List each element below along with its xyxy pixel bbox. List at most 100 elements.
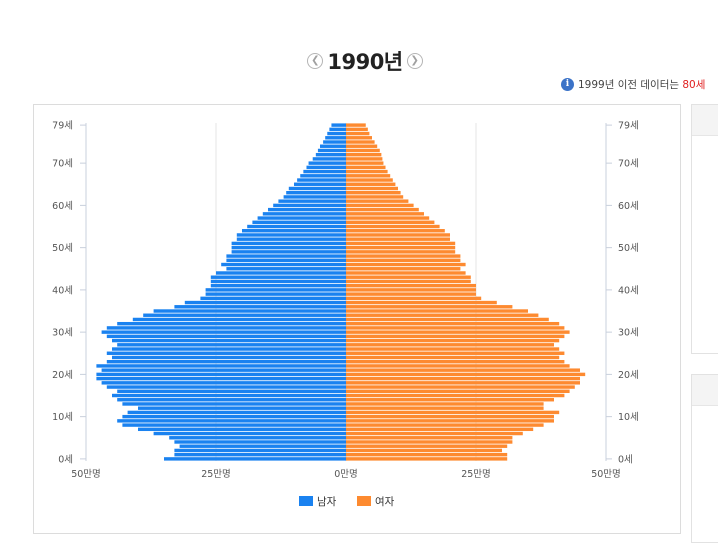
y-tick-label-left: 30세 [52,328,73,339]
bar-female-15 [346,393,565,398]
bar-male-32 [117,321,346,326]
bar-female-49 [346,250,456,254]
x-tick-label: 50만명 [591,469,621,480]
bar-female-8 [346,423,544,427]
bar-male-75 [323,140,346,144]
bar-male-78 [329,127,346,132]
bar-female-42 [346,279,471,284]
bar-female-36 [346,305,513,309]
y-tick-label-right: 10세 [618,412,639,423]
bar-female-79 [346,123,366,127]
bar-female-22 [346,364,570,368]
bar-male-53 [236,233,346,237]
bar-male-5 [169,436,346,440]
y-tick-label-left: 20세 [52,370,73,381]
y-tick-label-left: 0세 [58,454,73,465]
bar-male-20 [96,372,347,377]
chevron-right-circle-icon[interactable]: ❯ [406,53,423,69]
bar-male-68 [303,169,346,174]
x-tick-label: 25만명 [461,469,491,480]
bar-female-31 [346,326,565,330]
year-navigator: ❮ 1990년 ❯ [300,46,430,76]
bar-male-60 [273,203,346,208]
population-pyramid-chart: 0세 0세 10세 10세 20세 20세 30세 30세 40세 40세 50세 50세 60세 60세… [52,121,639,508]
notice-highlight: 80세 [682,78,706,91]
bar-male-61 [278,199,346,203]
year-title: 1990년 [327,50,403,74]
bar-female-64 [346,186,398,191]
y-tick-label-right: 70세 [618,159,639,170]
bar-female-3 [346,444,508,448]
bar-female-76 [346,136,372,140]
bar-female-12 [346,406,544,410]
bar-female-53 [346,233,450,237]
bar-male-29 [106,334,346,339]
bar-male-47 [226,258,346,263]
bar-male-19 [96,376,347,381]
bar-male-77 [327,131,346,136]
bar-female-48 [346,254,461,258]
bar-male-18 [101,381,346,385]
bar-male-2 [174,448,346,453]
bar-male-24 [112,355,346,360]
bar-male-57 [257,216,346,220]
bar-female-16 [346,389,570,393]
x-tick-label: 0만명 [334,469,358,480]
bar-male-42 [210,279,346,284]
bar-female-29 [346,334,565,339]
bar-female-32 [346,321,560,326]
bar-female-65 [346,182,396,186]
bar-male-4 [174,440,346,444]
bar-female-25 [346,351,565,355]
bar-male-55 [247,224,346,229]
bar-male-65 [294,182,346,186]
x-tick-label: 50만명 [71,469,101,480]
bar-female-45 [346,267,461,271]
bar-male-69 [306,165,346,170]
bar-male-25 [106,351,346,355]
bar-male-35 [153,309,346,313]
bar-female-37 [346,300,497,305]
bar-male-1 [174,452,346,457]
bar-male-9 [117,419,346,423]
bar-male-50 [231,245,346,250]
bar-female-59 [346,207,419,212]
bar-male-26 [112,347,346,351]
bar-male-27 [117,343,346,347]
bar-male-64 [288,186,346,191]
legend-swatch-0 [299,496,313,506]
bar-female-28 [346,338,560,343]
chart-panel: 0세 0세 10세 10세 20세 20세 30세 30세 40세 40세 50세 50세 60세 60세… [33,104,681,534]
bar-female-17 [346,385,575,389]
bar-female-18 [346,381,580,385]
bar-female-1 [346,452,508,457]
bar-female-57 [346,216,430,220]
bar-female-21 [346,368,580,372]
y-tick-label-left: 40세 [52,285,73,296]
bar-female-4 [346,440,513,444]
bar-female-47 [346,258,461,263]
bar-female-27 [346,343,554,347]
bar-male-38 [200,296,346,301]
side-panel-bottom [691,374,718,543]
bar-female-40 [346,288,476,292]
bar-female-20 [346,372,586,377]
y-tick-label-left: 79세 [52,121,73,132]
bar-male-15 [112,393,346,398]
y-tick-label-right: 0세 [618,454,633,465]
bar-female-44 [346,271,466,275]
bar-male-71 [312,157,346,161]
bar-male-52 [236,237,346,241]
chevron-left-circle-icon[interactable]: ❮ [307,53,324,69]
bar-female-35 [346,309,528,313]
bar-female-41 [346,283,476,288]
bar-male-51 [231,241,346,246]
y-tick-label-left: 60세 [52,201,73,212]
bar-female-14 [346,398,554,402]
bar-male-17 [106,385,346,389]
y-tick-label-left: 50세 [52,243,73,254]
bar-female-55 [346,224,440,229]
bar-male-63 [286,191,346,195]
bar-female-19 [346,376,580,381]
bar-male-49 [231,250,346,254]
